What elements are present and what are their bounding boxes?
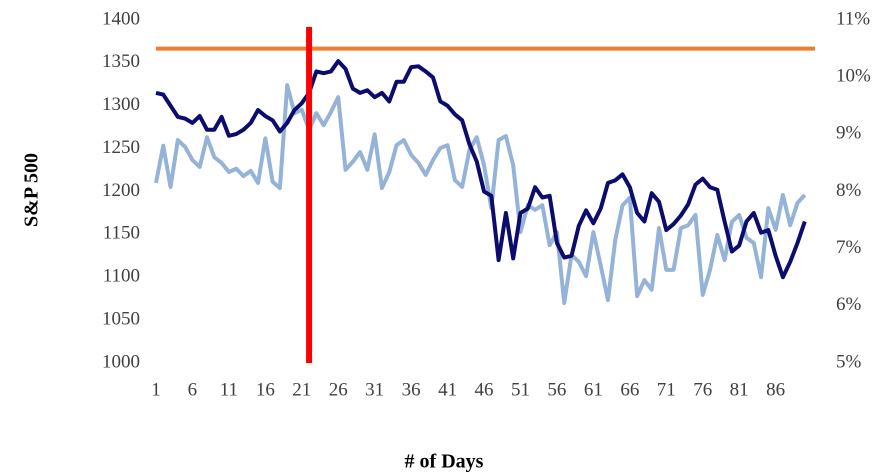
y-axis-label: S&P 500 xyxy=(21,153,43,227)
x-tick-label: 6 xyxy=(188,379,198,400)
y2-tick-label: 10% xyxy=(836,66,871,87)
y2-tick-label: 6% xyxy=(836,294,862,315)
x-tick-label: 46 xyxy=(475,379,494,400)
y2-tick-label: 5% xyxy=(836,351,862,372)
x-tick-label: 76 xyxy=(693,379,712,400)
y-tick-label: 1300 xyxy=(102,94,140,115)
x-tick-label: 21 xyxy=(292,379,311,400)
x-tick-label: 31 xyxy=(365,379,384,400)
y-tick-label: 1400 xyxy=(102,8,140,29)
x-axis-label: # of Days xyxy=(405,451,484,473)
x-tick-label: 1 xyxy=(151,379,161,400)
y-tick-label: 1050 xyxy=(102,308,140,329)
x-tick-label: 36 xyxy=(402,379,421,400)
y2-tick-label: 8% xyxy=(836,180,862,201)
x-tick-label: 66 xyxy=(620,379,639,400)
y2-tick-label: 9% xyxy=(836,123,862,144)
x-tick-label: 26 xyxy=(329,379,348,400)
y-tick-label: 1150 xyxy=(103,223,140,244)
x-tick-label: 51 xyxy=(511,379,530,400)
y-tick-label: 1250 xyxy=(102,137,140,158)
y-tick-label: 1000 xyxy=(102,351,140,372)
x-tick-label: 81 xyxy=(730,379,749,400)
y-tick-label: 1100 xyxy=(103,266,140,287)
x-tick-label: 86 xyxy=(766,379,785,400)
y2-tick-label: 11% xyxy=(836,8,870,29)
y2-tick-label: 7% xyxy=(836,237,862,258)
y-tick-label: 1350 xyxy=(102,51,140,72)
x-tick-label: 71 xyxy=(657,379,676,400)
y-tick-label: 1200 xyxy=(102,180,140,201)
x-tick-label: 41 xyxy=(438,379,457,400)
series-line xyxy=(154,83,807,305)
series-line xyxy=(155,59,807,280)
x-tick-label: 56 xyxy=(547,379,566,400)
x-tick-label: 16 xyxy=(256,379,275,400)
x-tick-label: 11 xyxy=(220,379,238,400)
x-tick-label: 61 xyxy=(584,379,603,400)
